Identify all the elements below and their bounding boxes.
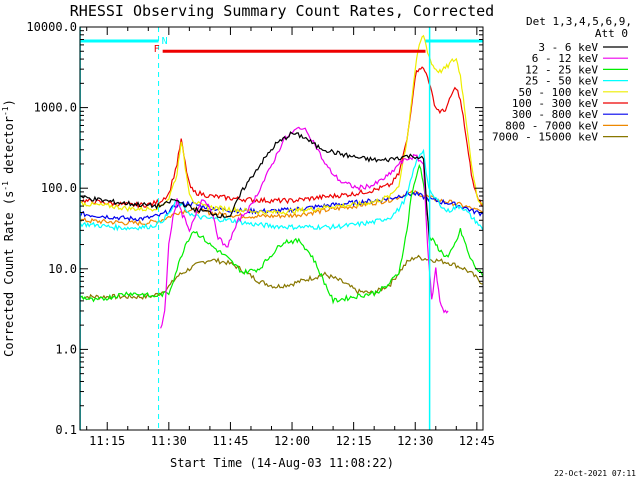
series-line-5 <box>80 66 484 209</box>
y-tick-label-4: 1000.0 <box>34 101 77 115</box>
legend-label-6: 300 - 800 keV <box>512 108 598 121</box>
plot-area: NF <box>79 27 484 430</box>
axes: 0.1 1.0 10.0 100.0 1000.0 10000.0 11:15 11:30 11… <box>26 20 494 448</box>
y-tick-label-2: 10.0 <box>48 262 77 276</box>
plot-frame <box>79 26 484 431</box>
x-tick-label-5: 12:30 <box>397 434 433 448</box>
legend-label-3: 25 - 50 keV <box>525 75 598 88</box>
x-tick-label-3: 12:00 <box>274 434 310 448</box>
y-axis-label-exp2: -1 <box>1 106 10 116</box>
y-axis-label-mid: detector <box>2 116 16 181</box>
x-axis-label: Start Time (14-Aug-03 11:08:22) <box>170 456 394 470</box>
y-axis-label-exp1: -1 <box>1 181 10 191</box>
legend-label-2: 12 - 25 keV <box>525 63 598 76</box>
chart-title: RHESSI Observing Summary Count Rates, Co… <box>70 2 494 20</box>
x-tick-label-2: 11:45 <box>212 434 248 448</box>
timestamp-label: 22-Oct-2021 07:11 <box>554 469 636 478</box>
series-line-0 <box>80 131 431 245</box>
series-line-2 <box>80 163 484 305</box>
legend-label-7: 800 - 7000 keV <box>505 119 598 132</box>
series-line-4 <box>80 34 484 216</box>
legend-label-4: 50 - 100 keV <box>519 86 599 99</box>
x-tick-label-0: 11:15 <box>89 434 125 448</box>
y-axis-label: Corrected Count Rate (s-1 detector-1) <box>1 99 16 357</box>
legend-label-5: 100 - 300 keV <box>512 97 598 110</box>
x-tick-label-1: 11:30 <box>151 434 187 448</box>
y-axis-label-prefix: Corrected Count Rate (s <box>2 191 16 357</box>
series-line-8 <box>80 254 483 301</box>
legend-header-line-1: Det 1,3,4,5,6,9, <box>526 15 632 28</box>
y-axis-label-suffix: ) <box>2 99 16 106</box>
y-tick-label-5: 10000.0 <box>26 20 77 34</box>
night-flag-label: N <box>162 36 168 47</box>
flare-flag-label: F <box>154 44 160 55</box>
legend-label-1: 6 - 12 keV <box>532 52 599 65</box>
series-line-1 <box>160 126 449 329</box>
legend-header-line-2: Att 0 <box>595 27 628 40</box>
legend-label-0: 3 - 6 keV <box>538 41 598 54</box>
y-tick-label-0: 0.1 <box>55 423 77 437</box>
legend-label-8: 7000 - 15000 keV <box>492 131 598 144</box>
x-tick-label-4: 12:15 <box>336 434 372 448</box>
y-tick-label-1: 1.0 <box>55 342 77 356</box>
y-tick-label-3: 100.0 <box>41 181 77 195</box>
x-tick-label-6: 12:45 <box>459 434 495 448</box>
series-line-3 <box>79 148 484 232</box>
